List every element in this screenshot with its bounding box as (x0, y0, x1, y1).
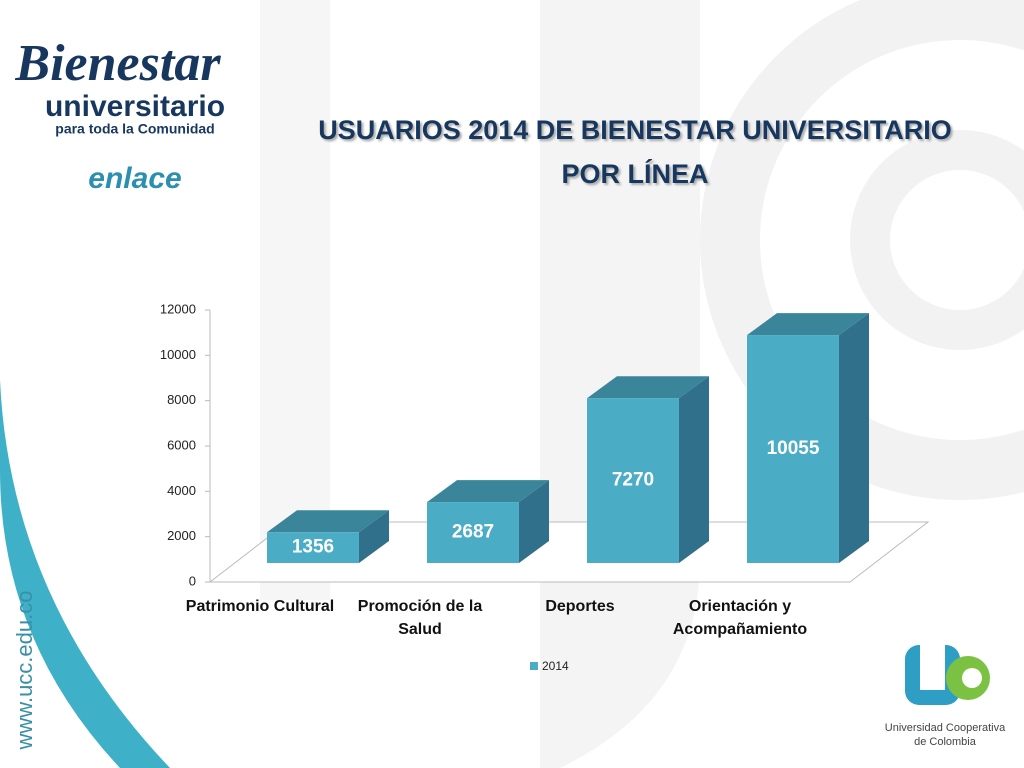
ucc-logo (905, 645, 990, 705)
x-tick-label: Patrimonio Cultural (185, 598, 335, 615)
bar-side (679, 376, 709, 563)
logo-bienestar: Bienestar (14, 35, 221, 92)
legend-label: 2014 (542, 659, 569, 673)
bar (587, 398, 679, 563)
website: www.ucc.edu.co (12, 591, 37, 751)
bar-side (359, 510, 389, 563)
legend-swatch (530, 662, 538, 670)
y-tick-label: 12000 (160, 301, 196, 316)
logo-universitario: universitario (45, 90, 225, 123)
chart-title: USUARIOS 2014 DE BIENESTAR UNIVERSITARIO (318, 115, 952, 145)
ucc-name: Universidad Cooperativa (885, 722, 1006, 734)
y-tick-label: 6000 (167, 437, 196, 452)
bar-side (519, 480, 549, 563)
bar (747, 335, 839, 563)
logo-tagline: para toda la Comunidad (55, 121, 214, 137)
chart-title: POR LÍNEA (561, 159, 709, 189)
y-tick-label: 4000 (167, 483, 196, 498)
ucc-name: de Colombia (914, 736, 977, 748)
bar-top (427, 480, 549, 503)
y-tick-label: 8000 (167, 392, 196, 407)
bar-side (839, 313, 869, 563)
y-tick-label: 10000 (160, 347, 196, 362)
value-label: 2687 (452, 522, 494, 543)
y-tick-label: 0 (189, 573, 196, 588)
x-tick-label: Promoción de la Salud (357, 598, 483, 638)
bar-top (587, 376, 709, 399)
logo-enlace: enlace (88, 162, 181, 195)
bar (267, 532, 359, 563)
value-label: 7270 (612, 470, 654, 491)
value-label: 10055 (767, 438, 820, 459)
value-label: 1356 (292, 537, 334, 558)
bar (427, 502, 519, 563)
x-tick-label: Orientación y Acompañamiento (672, 598, 808, 638)
x-tick-label: Deportes (545, 598, 615, 615)
bar-top (267, 510, 389, 533)
y-tick-label: 2000 (167, 528, 196, 543)
bar-top (747, 313, 869, 336)
